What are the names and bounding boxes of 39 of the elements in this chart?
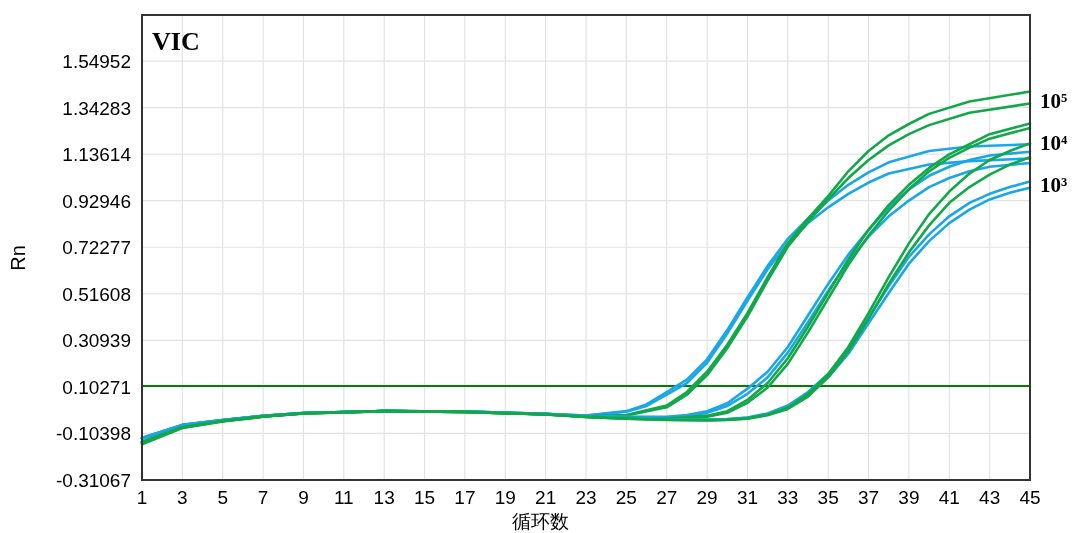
x-tick-label: 45 (1019, 487, 1041, 508)
x-tick-label: 25 (615, 487, 637, 508)
x-tick-label: 33 (777, 487, 799, 508)
y-tick-label: 0.51608 (62, 283, 131, 305)
x-tick-label: 17 (454, 487, 476, 508)
x-tick-label: 7 (257, 487, 269, 508)
y-tick-label: 0.30939 (62, 330, 131, 352)
text: 10³ (1040, 173, 1068, 197)
x-tick-label: 21 (535, 487, 557, 508)
x-tick-label: 15 (413, 487, 436, 508)
text: 10⁵ (1040, 89, 1068, 113)
y-tick-label: 1.54952 (62, 51, 131, 73)
x-tick-label: 11 (333, 487, 354, 508)
y-tick-label: 0.92946 (62, 190, 131, 212)
text: 10⁴ (1040, 131, 1068, 155)
x-tick-label: 41 (938, 487, 960, 508)
x-axis-title: 循环数 (511, 511, 569, 532)
x-tick-label: 23 (575, 487, 597, 508)
x-tick-label: 37 (857, 487, 880, 508)
x-tick-label: 35 (817, 487, 839, 508)
x-tick-label: 19 (494, 487, 516, 508)
x-tick-label: 27 (656, 487, 678, 508)
y-tick-label: -0.10398 (55, 423, 131, 445)
text: VIC (152, 27, 200, 56)
x-tick-label: 13 (373, 487, 395, 508)
x-tick-label: 43 (979, 487, 1001, 508)
x-tick-label: 3 (177, 487, 188, 508)
x-tick-label: 29 (696, 487, 718, 508)
x-tick-label: 1 (136, 487, 148, 508)
x-tick-label: 39 (898, 487, 920, 508)
x-tick-label: 31 (736, 487, 759, 508)
y-tick-label: -0.31067 (55, 470, 131, 491)
y-tick-label: 0.72277 (62, 237, 131, 259)
y-tick-label: 1.13614 (62, 144, 132, 166)
y-tick-label: 0.10271 (62, 376, 131, 398)
x-tick-label: 5 (217, 487, 229, 508)
x-tick-label: 9 (298, 487, 309, 508)
y-axis-title: Rn (7, 245, 29, 271)
y-tick-label: 1.34283 (62, 97, 131, 119)
